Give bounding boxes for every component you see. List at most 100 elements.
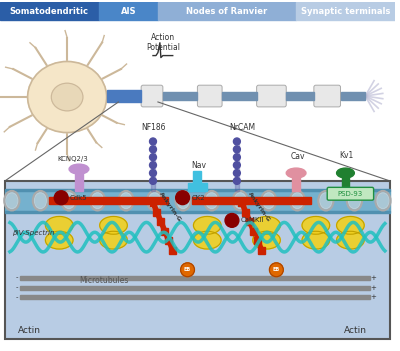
Ellipse shape (120, 193, 132, 209)
Ellipse shape (319, 193, 332, 209)
Bar (342, 177, 350, 191)
Circle shape (234, 162, 240, 168)
Ellipse shape (262, 193, 275, 209)
Bar (151, 141, 155, 191)
Circle shape (234, 146, 240, 153)
Text: +: + (370, 275, 376, 281)
Ellipse shape (302, 217, 330, 234)
Text: Ankyrin-G: Ankyrin-G (158, 191, 182, 223)
Ellipse shape (291, 193, 304, 209)
Text: βIV-Spectrin: βIV-Spectrin (12, 230, 54, 236)
Bar (188, 183, 207, 191)
Ellipse shape (46, 231, 73, 249)
Bar (99, 2, 158, 20)
Circle shape (150, 138, 156, 145)
Bar (296, 2, 395, 20)
Bar (292, 177, 300, 191)
Ellipse shape (348, 193, 361, 209)
Bar (20, 276, 370, 280)
Bar (163, 92, 198, 100)
Ellipse shape (69, 164, 89, 174)
Bar (75, 173, 83, 191)
Text: -: - (15, 285, 18, 291)
Bar (20, 286, 370, 290)
Bar (49, 197, 168, 204)
FancyBboxPatch shape (198, 85, 222, 107)
Bar (192, 197, 311, 204)
Ellipse shape (5, 193, 18, 209)
FancyBboxPatch shape (314, 85, 340, 107)
Ellipse shape (336, 168, 354, 178)
Bar (158, 2, 296, 20)
Text: Kv1: Kv1 (340, 151, 354, 160)
Ellipse shape (253, 231, 280, 249)
Ellipse shape (253, 217, 280, 234)
Ellipse shape (46, 217, 73, 234)
Text: Action
Potential: Action Potential (146, 33, 180, 52)
Ellipse shape (376, 193, 390, 209)
Bar (5, 189, 390, 191)
Ellipse shape (34, 193, 47, 209)
Circle shape (225, 213, 239, 227)
Text: Microtubules: Microtubules (79, 276, 128, 285)
Ellipse shape (51, 83, 83, 111)
Text: CK2: CK2 (192, 195, 205, 201)
Text: Somatodendritic: Somatodendritic (10, 7, 89, 16)
Circle shape (150, 154, 156, 161)
Text: Ankyrin-G: Ankyrin-G (247, 191, 271, 223)
Ellipse shape (148, 193, 161, 209)
Bar (194, 171, 201, 183)
Bar (20, 296, 370, 299)
Circle shape (150, 162, 156, 168)
Ellipse shape (286, 168, 306, 178)
Circle shape (234, 170, 240, 177)
Circle shape (270, 263, 283, 277)
Circle shape (234, 138, 240, 145)
Ellipse shape (194, 231, 221, 249)
Bar (286, 92, 314, 100)
Ellipse shape (194, 217, 221, 234)
Bar (5, 211, 390, 212)
Ellipse shape (205, 193, 218, 209)
Circle shape (234, 178, 240, 184)
Text: EB: EB (184, 267, 191, 272)
Ellipse shape (234, 193, 247, 209)
Ellipse shape (302, 231, 330, 249)
Text: -: - (15, 275, 18, 281)
Ellipse shape (336, 217, 364, 234)
Circle shape (176, 191, 190, 205)
Ellipse shape (28, 61, 106, 133)
Bar (106, 90, 141, 102)
Bar (222, 92, 257, 100)
Text: KCNQ2/3: KCNQ2/3 (57, 156, 88, 162)
Bar (5, 191, 390, 211)
Text: Nav: Nav (192, 161, 206, 170)
Text: Synaptic terminals: Synaptic terminals (301, 7, 390, 16)
Bar (235, 141, 239, 191)
Circle shape (181, 263, 194, 277)
FancyBboxPatch shape (327, 187, 374, 200)
Text: PSD-93: PSD-93 (338, 191, 363, 197)
Ellipse shape (336, 231, 364, 249)
Text: EB: EB (273, 267, 280, 272)
Text: CaMKII: CaMKII (241, 217, 264, 223)
Circle shape (150, 146, 156, 153)
Text: NF186: NF186 (141, 122, 166, 132)
Text: Actin: Actin (18, 326, 41, 336)
Ellipse shape (100, 231, 127, 249)
FancyBboxPatch shape (257, 85, 286, 107)
FancyBboxPatch shape (141, 85, 163, 107)
FancyBboxPatch shape (5, 181, 390, 339)
Text: AIS: AIS (120, 7, 136, 16)
Text: -: - (15, 294, 18, 300)
Circle shape (150, 170, 156, 177)
Text: NrCAM: NrCAM (229, 122, 255, 132)
Circle shape (234, 154, 240, 161)
Text: Cdk5: Cdk5 (70, 195, 88, 201)
Text: Actin: Actin (344, 326, 367, 336)
Text: +: + (370, 285, 376, 291)
Text: Nodes of Ranvier: Nodes of Ranvier (186, 7, 268, 16)
Ellipse shape (177, 193, 190, 209)
Ellipse shape (91, 193, 104, 209)
Bar (0, 2, 99, 20)
